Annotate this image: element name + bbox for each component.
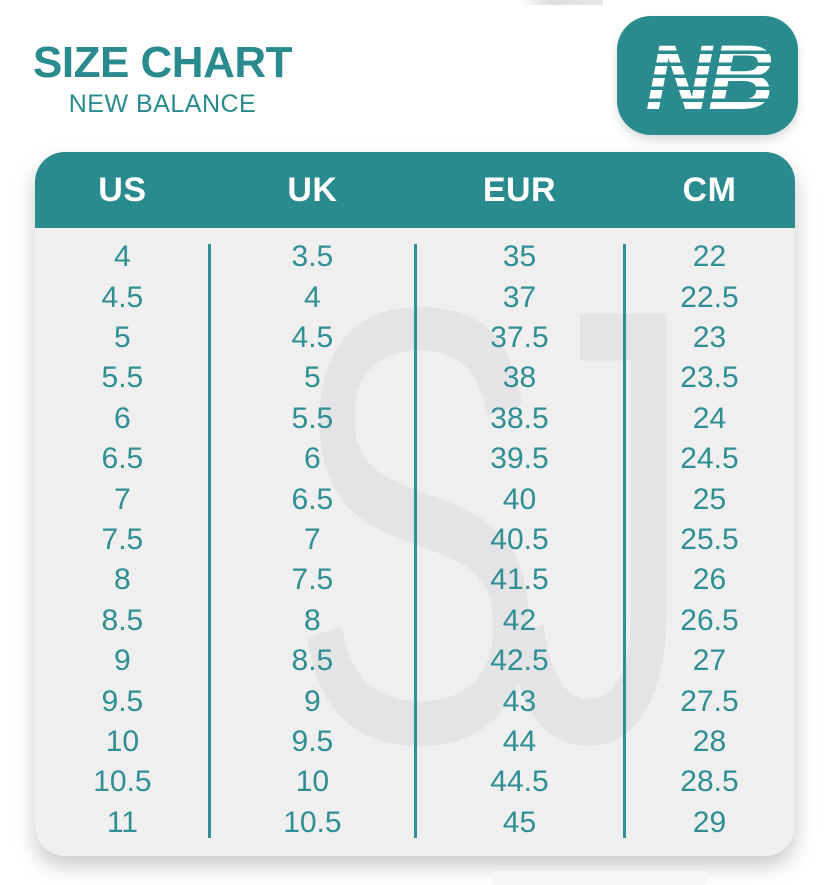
size-cell: 38.5 bbox=[490, 401, 549, 435]
size-cell: 23.5 bbox=[680, 361, 739, 395]
size-cell: 8 bbox=[304, 603, 321, 637]
size-cell: 38 bbox=[502, 361, 537, 395]
table-row: 10.5 10 44.5 28.5 bbox=[35, 762, 795, 802]
size-cell: 4 bbox=[304, 280, 321, 314]
table-row: 4.5 4 37 22.5 bbox=[35, 277, 795, 317]
table-row: 8.5 8 42 26.5 bbox=[35, 601, 795, 641]
size-cell: 9.5 bbox=[291, 724, 334, 758]
size-cell: 26.5 bbox=[680, 603, 739, 637]
size-cell: 42.5 bbox=[490, 644, 549, 678]
cropped-top-artifact bbox=[518, 0, 603, 5]
size-cell: 6.5 bbox=[291, 482, 334, 516]
size-cell: 42 bbox=[502, 603, 537, 637]
size-cell: 24.5 bbox=[680, 442, 739, 476]
size-cell: 8.5 bbox=[101, 603, 144, 637]
cropped-bottom-artifact bbox=[492, 871, 707, 885]
size-cell: 22.5 bbox=[680, 280, 739, 314]
table-row: 7 6.5 40 25 bbox=[35, 479, 795, 519]
table-row: 10 9.5 44 28 bbox=[35, 722, 795, 762]
size-cell: 45 bbox=[502, 805, 537, 839]
size-cell: 7.5 bbox=[291, 563, 334, 597]
size-cell: 6 bbox=[114, 401, 131, 435]
size-cell: 44.5 bbox=[490, 765, 549, 799]
size-cell: 7 bbox=[114, 482, 131, 516]
size-cell: 5 bbox=[304, 361, 321, 395]
table-row: 5.5 5 38 23.5 bbox=[35, 358, 795, 398]
size-cell: 5 bbox=[114, 320, 131, 354]
page-title: SIZE CHART bbox=[33, 38, 293, 87]
nb-monogram-text: NB bbox=[645, 30, 771, 122]
size-cell: 4 bbox=[114, 240, 131, 274]
size-cell: 43 bbox=[502, 684, 537, 718]
size-cell: 40 bbox=[502, 482, 537, 516]
size-cell: 35 bbox=[502, 240, 537, 274]
size-cell: 29 bbox=[692, 805, 727, 839]
size-cell: 25 bbox=[692, 482, 727, 516]
column-divider-1 bbox=[208, 244, 212, 838]
size-cell: 5.5 bbox=[291, 401, 334, 435]
size-cell: 26 bbox=[692, 563, 727, 597]
column-header-us: US bbox=[98, 170, 147, 209]
column-header-eur: EUR bbox=[482, 170, 557, 209]
column-header-uk: UK bbox=[287, 170, 338, 209]
size-cell: 23 bbox=[692, 320, 727, 354]
size-cell: 28.5 bbox=[680, 765, 739, 799]
size-cell: 22 bbox=[692, 240, 727, 274]
size-cell: 7 bbox=[304, 522, 321, 556]
nb-monogram-icon: NB bbox=[645, 30, 775, 122]
size-cell: 39.5 bbox=[490, 442, 549, 476]
size-cell: 10 bbox=[295, 765, 330, 799]
table-body: SJ 4 3.5 35 22 4.5 4 37 22.5 5 4.5 37.5 23 5.5 5 38 23.… bbox=[35, 228, 795, 856]
table-row: 11 10.5 45 29 bbox=[35, 803, 795, 843]
size-cell: 40.5 bbox=[490, 522, 549, 556]
size-cell: 41.5 bbox=[490, 563, 549, 597]
size-cell: 10.5 bbox=[283, 805, 342, 839]
size-cell: 7.5 bbox=[101, 522, 144, 556]
size-cell: 37.5 bbox=[490, 320, 549, 354]
column-header-cm: CM bbox=[682, 170, 737, 209]
size-cell: 37 bbox=[502, 280, 537, 314]
column-divider-2 bbox=[413, 244, 417, 838]
table-row: 5 4.5 37.5 23 bbox=[35, 318, 795, 358]
size-cell: 9 bbox=[114, 644, 131, 678]
size-cell: 10 bbox=[105, 724, 140, 758]
size-cell: 27.5 bbox=[680, 684, 739, 718]
size-cell: 27 bbox=[692, 644, 727, 678]
size-cell: 4.5 bbox=[101, 280, 144, 314]
size-cell: 8.5 bbox=[291, 644, 334, 678]
size-chart-table: US UK EUR CM SJ 4 3.5 35 22 4.5 4 37 22.5 5 4.5 37… bbox=[35, 152, 795, 856]
table-row: 9 8.5 42.5 27 bbox=[35, 641, 795, 681]
column-divider-3 bbox=[622, 244, 626, 838]
size-cell: 6.5 bbox=[101, 442, 144, 476]
table-row: 7.5 7 40.5 25.5 bbox=[35, 520, 795, 560]
size-cell: 24 bbox=[692, 401, 727, 435]
size-cell: 10.5 bbox=[93, 765, 152, 799]
size-cell: 44 bbox=[502, 724, 537, 758]
page-subtitle: NEW BALANCE bbox=[68, 90, 257, 119]
table-row: 8 7.5 41.5 26 bbox=[35, 560, 795, 600]
watermark-text: SJ bbox=[290, 228, 671, 856]
table-row: 4 3.5 35 22 bbox=[35, 237, 795, 277]
size-cell: 11 bbox=[106, 805, 138, 839]
table-row: 9.5 9 43 27.5 bbox=[35, 681, 795, 721]
size-cell: 28 bbox=[692, 724, 727, 758]
size-cell: 6 bbox=[304, 442, 321, 476]
table-header-row: US UK EUR CM bbox=[35, 152, 795, 228]
size-cell: 9.5 bbox=[101, 684, 144, 718]
table-row: 6.5 6 39.5 24.5 bbox=[35, 439, 795, 479]
size-cell: 3.5 bbox=[291, 240, 334, 274]
background-watermark: SJ bbox=[290, 228, 715, 856]
new-balance-logo: NB bbox=[617, 16, 798, 135]
size-cell: 5.5 bbox=[101, 361, 144, 395]
page-title-block: SIZE CHART NEW BALANCE bbox=[33, 38, 293, 119]
size-cell: 4.5 bbox=[291, 320, 334, 354]
size-cell: 8 bbox=[114, 563, 131, 597]
size-rows: 4 3.5 35 22 4.5 4 37 22.5 5 4.5 37.5 23 5.5 5 38 23.5 6 5… bbox=[35, 228, 795, 856]
size-cell: 25.5 bbox=[680, 522, 739, 556]
table-row: 6 5.5 38.5 24 bbox=[35, 399, 795, 439]
size-cell: 9 bbox=[304, 684, 321, 718]
